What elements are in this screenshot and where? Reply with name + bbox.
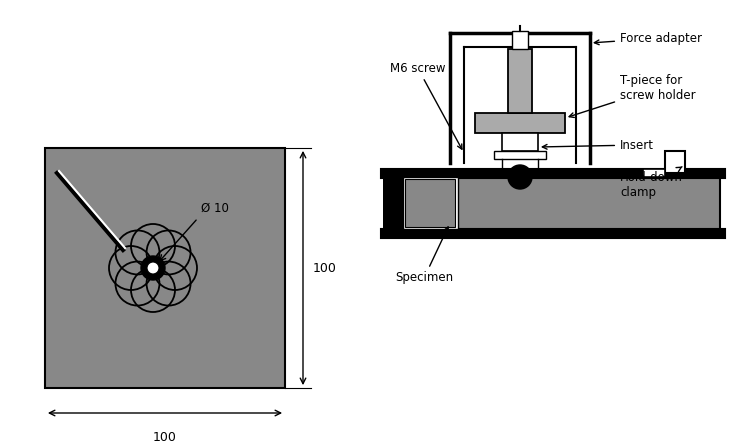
Circle shape — [508, 165, 532, 189]
Bar — [494, 151, 546, 159]
Bar — [475, 113, 565, 133]
Circle shape — [147, 262, 159, 274]
Bar — [405, 179, 455, 227]
Bar — [512, 31, 528, 49]
Text: Ø 10: Ø 10 — [201, 202, 229, 215]
Bar — [665, 151, 685, 173]
Bar — [643, 169, 665, 177]
Bar — [385, 173, 720, 233]
Bar — [403, 177, 458, 229]
Bar — [45, 148, 285, 388]
Bar — [502, 133, 538, 151]
Circle shape — [141, 256, 165, 280]
Bar — [508, 49, 532, 113]
Bar — [383, 171, 403, 235]
Text: 100: 100 — [153, 431, 177, 443]
Text: Specimen: Specimen — [395, 227, 453, 284]
Text: T-piece for
screw holder: T-piece for screw holder — [569, 74, 696, 117]
Text: Hold-down
clamp: Hold-down clamp — [620, 167, 683, 199]
Text: 100: 100 — [313, 261, 337, 275]
Text: M6 screw: M6 screw — [390, 62, 462, 149]
Text: Insert: Insert — [542, 139, 654, 152]
Text: Force adapter: Force adapter — [594, 31, 702, 45]
